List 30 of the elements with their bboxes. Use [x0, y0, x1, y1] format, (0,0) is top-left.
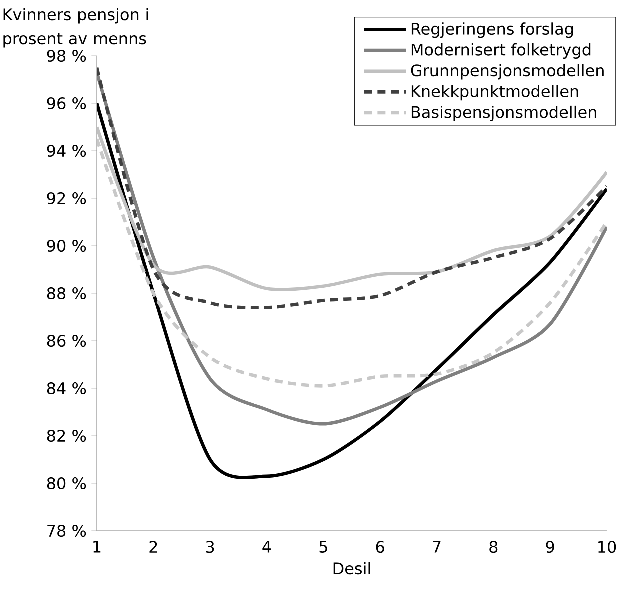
- y-tick-label: 80 %: [47, 477, 86, 490]
- x-tick-label: 1: [94, 541, 101, 553]
- y-tick-label: 96 %: [47, 97, 86, 110]
- y-tick-label: 90 %: [47, 240, 86, 252]
- y-tick-label: 98 %: [47, 50, 86, 62]
- y-tick-label: 88 %: [47, 287, 86, 300]
- x-tick-label: 10: [598, 541, 616, 554]
- x-tick-label: 5: [320, 541, 328, 553]
- legend-label: Regjeringens forslag: [412, 22, 574, 38]
- y-tick-label: 78 %: [48, 524, 86, 538]
- y-axis-title: Kvinners pensjon i prosent av menns: [4, 8, 148, 48]
- y-tick-label: 82 %: [47, 430, 86, 442]
- x-tick-label: 3: [206, 541, 214, 554]
- legend-label: Knekkpunktmodellen: [412, 85, 578, 101]
- line-series: [97, 102, 607, 480]
- x-axis-title: Desil: [334, 562, 370, 575]
- x-tick-label: 7: [433, 541, 441, 553]
- x-tick-label: 2: [150, 541, 158, 553]
- legend-label: Basispensjonsmodellen: [412, 106, 596, 122]
- y-tick-label: 84 %: [47, 382, 86, 395]
- y-tick-label: 94 %: [47, 144, 86, 158]
- x-tick-label: 8: [490, 541, 498, 554]
- x-tick-label: 4: [262, 541, 272, 553]
- legend-label: Modernisert folketrygd: [412, 43, 591, 59]
- y-tick-label: 86 %: [47, 334, 86, 348]
- x-tick-label: 9: [546, 541, 554, 554]
- x-tick-label: 6: [376, 541, 384, 554]
- legend-label: Grunnpensjonsmodellen: [411, 64, 604, 80]
- y-tick-label: 92 %: [47, 192, 86, 205]
- line-series: [97, 66, 607, 310]
